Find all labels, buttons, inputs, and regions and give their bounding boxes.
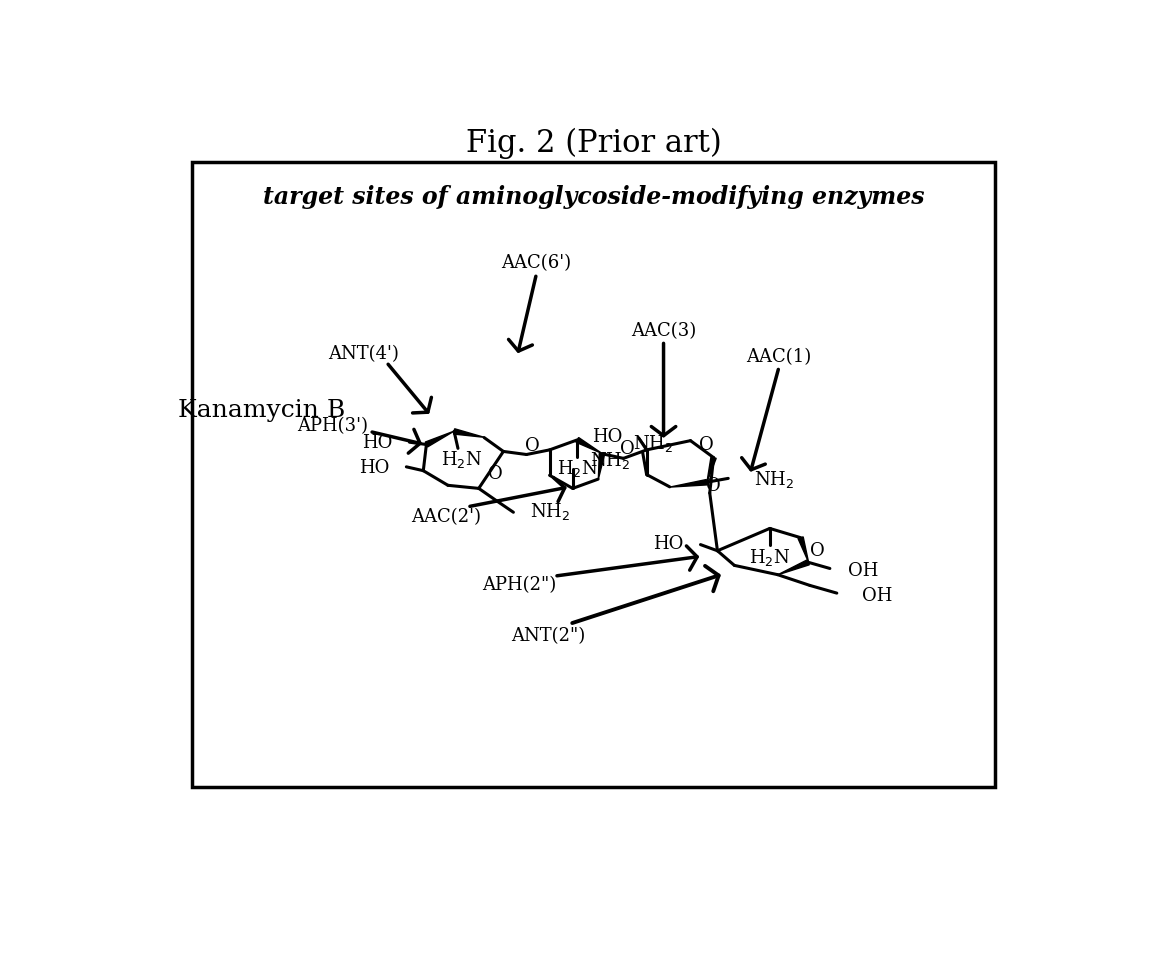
Text: NH$_2$: NH$_2$ <box>530 501 571 521</box>
Text: NH$_2$: NH$_2$ <box>632 432 673 453</box>
Text: HO: HO <box>592 427 622 446</box>
Text: ANT(4'): ANT(4') <box>328 344 398 363</box>
Text: O: O <box>811 542 824 559</box>
Text: NH$_2$: NH$_2$ <box>589 449 630 470</box>
Polygon shape <box>599 454 604 479</box>
Text: AAC(2'): AAC(2') <box>411 508 482 525</box>
Polygon shape <box>778 560 809 575</box>
Text: O: O <box>526 437 540 455</box>
Text: APH(2"): APH(2") <box>482 575 556 594</box>
Text: APH(3'): APH(3') <box>296 417 368 435</box>
Polygon shape <box>576 438 602 454</box>
Text: Kanamycin B: Kanamycin B <box>178 399 345 422</box>
Polygon shape <box>798 537 808 562</box>
Text: O: O <box>620 439 635 457</box>
Text: O: O <box>489 465 503 482</box>
Text: H$_2$N: H$_2$N <box>749 546 791 567</box>
Text: OH: OH <box>849 561 879 579</box>
Polygon shape <box>425 431 454 448</box>
Text: ANT(2"): ANT(2") <box>511 627 585 645</box>
Text: O: O <box>699 436 714 454</box>
Text: AAC(6'): AAC(6') <box>501 253 572 272</box>
Polygon shape <box>454 429 484 438</box>
Text: AAC(1): AAC(1) <box>747 347 812 366</box>
Text: AAC(3): AAC(3) <box>631 322 696 339</box>
Text: O: O <box>706 477 721 495</box>
Bar <box>192 162 995 787</box>
Text: HO: HO <box>359 459 389 476</box>
Text: H$_2$N: H$_2$N <box>441 448 483 469</box>
Text: HO: HO <box>362 434 393 452</box>
Polygon shape <box>669 480 708 488</box>
Text: H$_2$N: H$_2$N <box>557 458 598 478</box>
Polygon shape <box>706 458 716 483</box>
Text: Fig. 2 (Prior art): Fig. 2 (Prior art) <box>466 128 721 159</box>
Text: target sites of aminoglycoside-modifying enzymes: target sites of aminoglycoside-modifying… <box>263 185 924 208</box>
Text: NH$_2$: NH$_2$ <box>754 468 794 489</box>
Text: OH: OH <box>863 586 893 604</box>
Text: HO: HO <box>653 535 683 553</box>
